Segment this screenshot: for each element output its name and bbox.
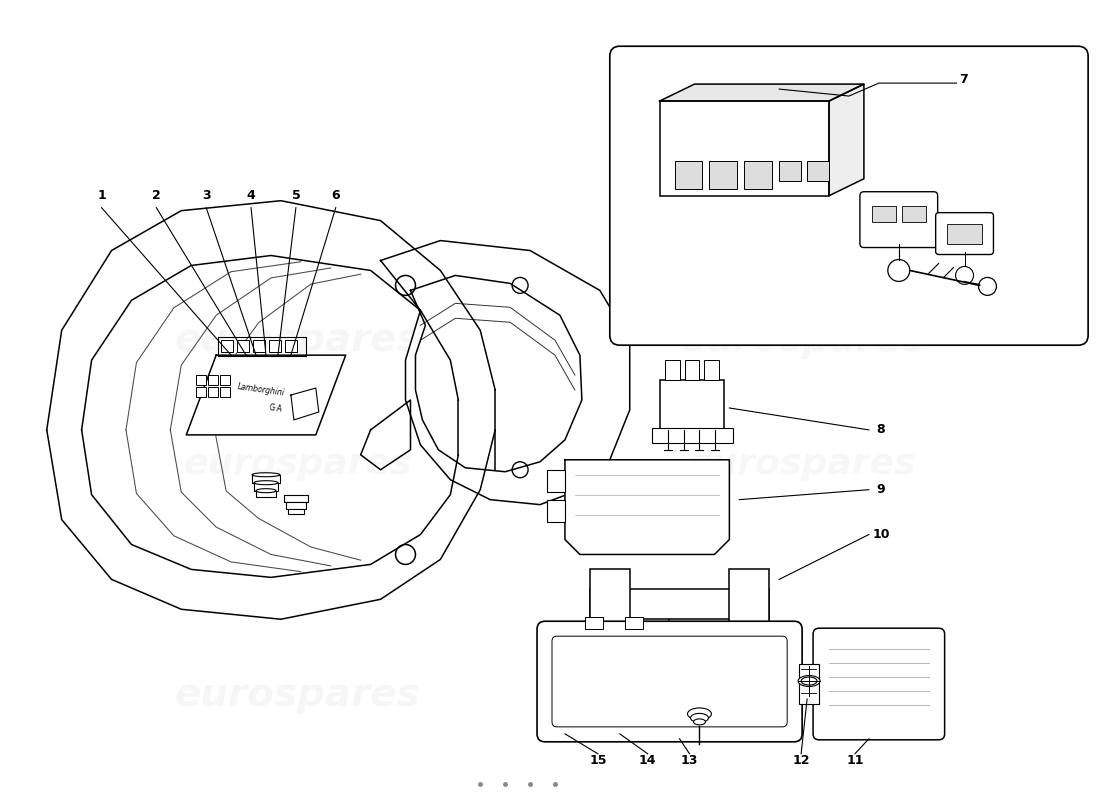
Bar [664,360,680,380]
Text: 12: 12 [792,754,810,767]
Bar [547,500,565,522]
Text: eurospares: eurospares [175,322,421,359]
Bar [285,340,297,352]
Bar [704,360,719,380]
Bar [284,494,308,502]
Bar [745,639,759,664]
Bar [674,161,703,189]
Text: 5: 5 [292,190,300,202]
Bar [729,570,769,639]
Bar [585,618,603,630]
Text: 14: 14 [639,754,657,767]
Ellipse shape [254,481,278,485]
FancyBboxPatch shape [936,213,993,254]
Bar [947,224,982,243]
Bar [710,161,737,189]
Polygon shape [290,388,319,420]
Ellipse shape [693,719,705,725]
Bar [651,428,734,443]
Polygon shape [590,570,769,619]
Bar [872,206,895,222]
Bar [220,375,230,385]
Text: 2: 2 [152,190,161,202]
Polygon shape [565,460,729,554]
Text: 11: 11 [846,754,864,767]
FancyBboxPatch shape [813,628,945,740]
Text: 15: 15 [590,754,606,767]
Text: 4: 4 [246,190,255,202]
FancyBboxPatch shape [860,192,937,247]
Polygon shape [660,84,864,101]
Bar [220,387,230,397]
Bar [902,206,926,222]
Bar [799,664,820,704]
Bar [660,101,829,196]
Bar [254,482,278,490]
Text: eurospares: eurospares [184,446,412,481]
Polygon shape [186,355,345,435]
Ellipse shape [688,708,712,720]
Bar [256,490,276,497]
Bar [270,340,280,352]
Text: eurospares: eurospares [679,322,925,359]
Ellipse shape [252,473,279,477]
Bar [660,380,725,430]
Text: G·A: G·A [268,402,284,414]
Bar [590,570,629,639]
Ellipse shape [799,675,821,686]
Text: 13: 13 [681,754,698,767]
Bar [196,375,206,385]
Bar [196,387,206,397]
Bar [625,618,642,630]
Bar [779,161,801,181]
Ellipse shape [256,489,276,493]
Bar [590,590,769,619]
Text: Lamborghini: Lamborghini [236,382,285,398]
Bar [238,340,249,352]
Bar [600,639,615,664]
Text: eurospares: eurospares [175,676,421,714]
Bar [221,340,233,352]
Ellipse shape [801,677,817,685]
Bar [286,502,306,509]
Text: 6: 6 [331,190,340,202]
Bar [253,340,265,352]
Bar [208,387,218,397]
Bar [745,161,772,189]
Polygon shape [381,241,629,505]
Polygon shape [660,101,829,196]
Text: eurospares: eurospares [679,676,925,714]
Polygon shape [829,84,864,196]
Bar [807,161,829,181]
Bar [684,360,700,380]
Bar [547,470,565,492]
Bar [288,509,304,514]
Text: 1: 1 [97,190,106,202]
Bar [208,375,218,385]
Text: 9: 9 [877,483,886,496]
FancyBboxPatch shape [609,46,1088,345]
Text: eurospares: eurospares [688,446,916,481]
FancyBboxPatch shape [537,622,802,742]
Text: 8: 8 [877,423,886,436]
Text: 10: 10 [872,528,890,541]
Text: 3: 3 [202,190,210,202]
Ellipse shape [691,714,708,722]
Text: 7: 7 [959,73,968,86]
Bar [252,474,279,482]
